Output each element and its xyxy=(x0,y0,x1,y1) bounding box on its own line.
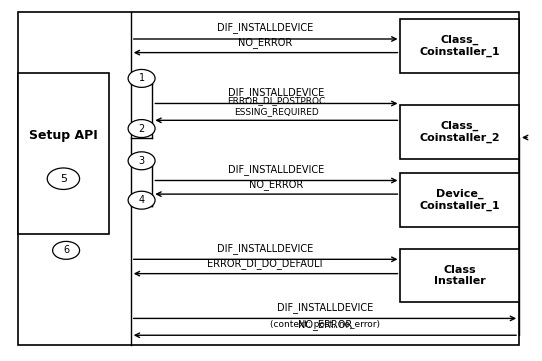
Text: 5: 5 xyxy=(60,174,67,184)
Text: DIF_INSTALLDEVICE: DIF_INSTALLDEVICE xyxy=(228,164,325,175)
Circle shape xyxy=(128,69,155,87)
FancyBboxPatch shape xyxy=(401,173,519,227)
Text: DIF_INSTALLDEVICE: DIF_INSTALLDEVICE xyxy=(228,87,325,98)
Text: DIF_INSTALLDEVICE: DIF_INSTALLDEVICE xyxy=(277,302,373,313)
Text: Class
Installer: Class Installer xyxy=(434,265,486,286)
Circle shape xyxy=(53,242,80,259)
Text: ERROR_DI_DO_DEFAULT: ERROR_DI_DO_DEFAULT xyxy=(207,258,324,269)
FancyBboxPatch shape xyxy=(401,105,519,159)
Text: 6: 6 xyxy=(63,245,69,255)
FancyBboxPatch shape xyxy=(401,249,519,302)
Text: 1: 1 xyxy=(139,73,145,83)
Circle shape xyxy=(128,119,155,138)
Text: Device_
Coinstaller_1: Device_ Coinstaller_1 xyxy=(420,189,500,211)
FancyBboxPatch shape xyxy=(401,19,519,73)
Text: NO_ERROR: NO_ERROR xyxy=(249,179,304,190)
Text: NO_ERROR: NO_ERROR xyxy=(238,38,293,48)
Text: 2: 2 xyxy=(138,123,145,134)
Text: DIF_INSTALLDEVICE: DIF_INSTALLDEVICE xyxy=(217,243,314,253)
Circle shape xyxy=(47,168,80,190)
Circle shape xyxy=(128,191,155,209)
Text: Class_
Coinstaller_2: Class_ Coinstaller_2 xyxy=(420,121,500,143)
Text: 3: 3 xyxy=(139,156,145,166)
Text: Setup API: Setup API xyxy=(29,129,98,142)
Text: 4: 4 xyxy=(139,195,145,205)
Text: ERROR_DI_POSTPROC
ESSING_REQUIRED: ERROR_DI_POSTPROC ESSING_REQUIRED xyxy=(227,97,326,116)
Text: DIF_INSTALLDEVICE: DIF_INSTALLDEVICE xyxy=(217,22,314,33)
Circle shape xyxy=(128,152,155,170)
Text: NO_ERROR: NO_ERROR xyxy=(298,319,352,330)
FancyBboxPatch shape xyxy=(17,73,109,234)
Text: (context: post, no_error): (context: post, no_error) xyxy=(270,320,380,329)
Text: Class_
Coinstaller_1: Class_ Coinstaller_1 xyxy=(420,35,500,57)
